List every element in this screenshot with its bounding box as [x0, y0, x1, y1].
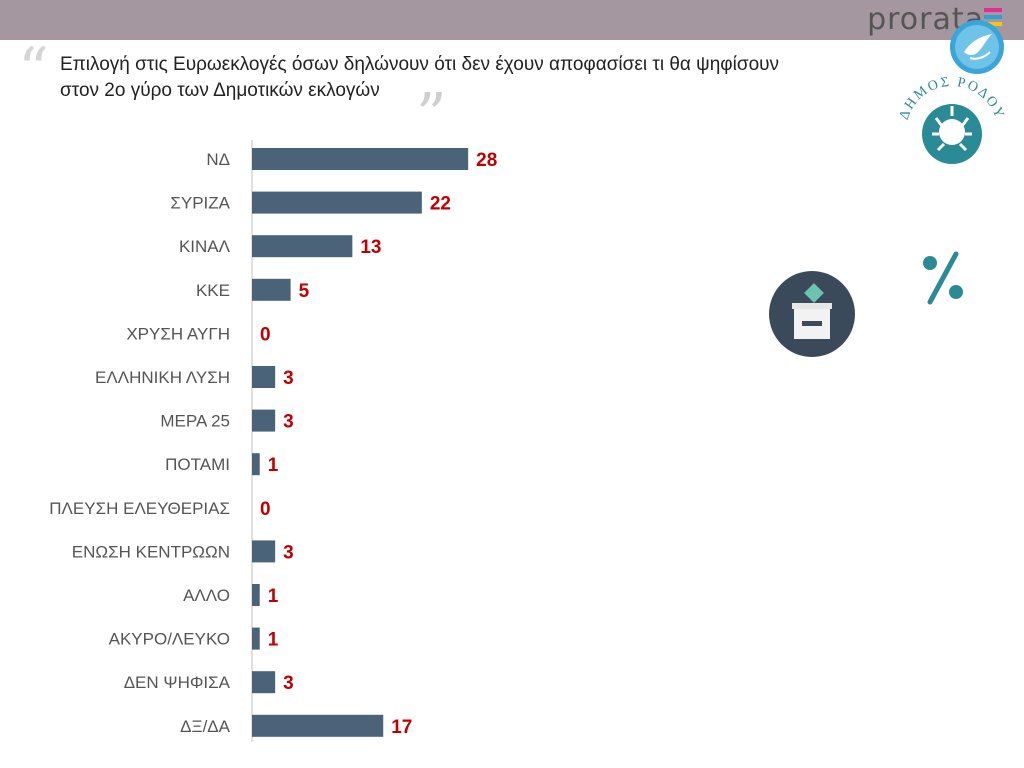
- data-label: 3: [283, 542, 294, 563]
- category-label: ΧΡΥΣΗ ΑΥΓΗ: [126, 324, 230, 343]
- bar: [252, 627, 260, 650]
- data-label: 13: [360, 237, 381, 258]
- top-banner: [0, 0, 1024, 40]
- category-label: ΑΛΛΟ: [183, 586, 230, 605]
- chart-title-line-1: Επιλογή στις Ευρωεκλογές όσων δηλώνουν ό…: [60, 54, 780, 75]
- category-label: ΠΟΤΑΜΙ: [165, 455, 230, 474]
- bar: [252, 409, 276, 432]
- category-label: ΕΛΛΗΝΙΚΗ ΛΥΣΗ: [95, 368, 230, 387]
- brand-bar-2: [984, 15, 1002, 19]
- category-label: ΕΝΩΣΗ ΚΕΝΤΡΩΩΝ: [72, 542, 230, 561]
- percent-icon: [923, 251, 963, 305]
- category-label: ΜΕΡΑ 25: [160, 412, 230, 431]
- bar: [252, 148, 469, 170]
- data-label: 3: [283, 673, 294, 694]
- city-seal-logo: ΔΗΜΟΣ ΡΟΔΟΥ: [897, 75, 1005, 164]
- dove-icon: [950, 20, 1004, 74]
- bar: [252, 366, 276, 388]
- category-label: ΚΙΝΑΛ: [179, 237, 231, 256]
- data-label: 5: [299, 281, 310, 302]
- bar: [252, 453, 260, 476]
- data-label: 1: [268, 455, 279, 476]
- category-label: ΝΔ: [206, 150, 230, 169]
- category-label: ΔΞ/ΔΑ: [180, 717, 230, 736]
- category-label: ΣΥΡΙΖΑ: [170, 194, 230, 213]
- bar: [252, 235, 353, 258]
- chart-title: Επιλογή στις Ευρωεκλογές όσων δηλώνουν ό…: [60, 52, 880, 104]
- data-label: 3: [283, 412, 294, 433]
- category-label: ΠΛΕΥΣΗ ΕΛΕΥΘΕΡΙΑΣ: [49, 499, 230, 518]
- data-label: 1: [268, 630, 279, 651]
- data-label: 0: [260, 324, 271, 345]
- data-label: 17: [391, 717, 412, 738]
- open-quote-icon: “: [18, 35, 49, 105]
- chart-title-line-2: στον 2ο γύρο των Δημοτικών εκλογών: [60, 80, 380, 101]
- bar: [252, 540, 276, 563]
- data-label: 3: [283, 368, 294, 389]
- ballot-box-icon: [769, 271, 855, 357]
- brand-bar-3: [984, 22, 1002, 26]
- category-label: ΚΚΕ: [196, 281, 230, 300]
- data-label: 22: [430, 194, 451, 215]
- category-label: ΑΚΥΡΟ/ΛΕΥΚΟ: [109, 630, 230, 649]
- data-label: 1: [268, 586, 279, 607]
- bar: [252, 671, 276, 694]
- bar: [252, 714, 384, 737]
- brand-color-bars: [984, 8, 1002, 29]
- category-label: ΔΕΝ ΨΗΦΙΣΑ: [124, 673, 231, 692]
- close-quote-icon: ”: [416, 81, 447, 151]
- data-label: 28: [476, 150, 497, 171]
- bar: [252, 584, 260, 606]
- brand-bar-1: [984, 8, 1002, 12]
- bar: [252, 191, 422, 214]
- bar: [252, 278, 291, 301]
- data-label: 0: [260, 499, 271, 520]
